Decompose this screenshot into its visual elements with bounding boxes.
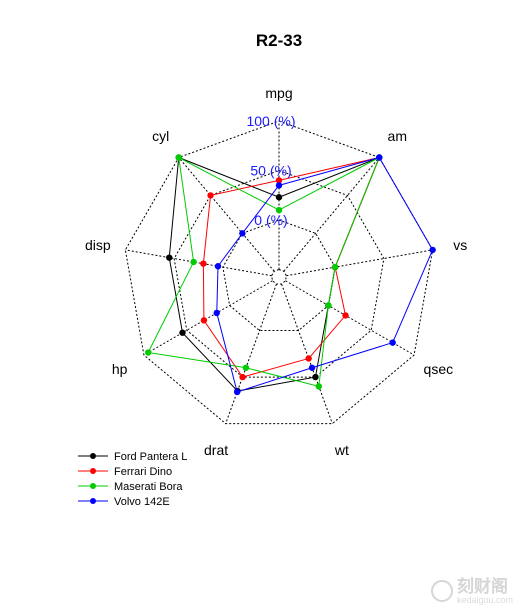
axis-label-disp: disp	[85, 237, 111, 253]
legend-marker-3	[90, 498, 96, 504]
point-mpg	[275, 177, 283, 184]
spoke-qsec	[285, 280, 415, 356]
watermark-main: 刻财阁	[456, 576, 508, 596]
point-cyl	[207, 192, 214, 199]
ring-label-middle: 50 (%)	[250, 163, 291, 179]
point-drat	[233, 388, 241, 396]
spoke-drat	[225, 283, 277, 424]
axis-label-drat: drat	[204, 442, 228, 458]
point-am	[376, 154, 383, 161]
series-line	[202, 156, 381, 378]
axis-labels: mpg am vs qsec wt drat hp disp cyl	[85, 85, 467, 458]
axis-label-vs: vs	[453, 237, 467, 253]
axis-label-am: am	[388, 128, 407, 144]
spoke-disp	[125, 249, 272, 277]
point-hp	[144, 349, 152, 356]
spoke-cyl	[178, 157, 275, 272]
legend-label-2: Maserati Bora	[114, 481, 183, 493]
grid-ring-0	[271, 268, 287, 285]
point-disp	[190, 258, 197, 266]
point-wt	[305, 355, 312, 362]
series-0	[166, 154, 383, 395]
watermark: 刻财阁 kedaigou.com	[430, 576, 513, 605]
ring-label-outer: 100 (%)	[246, 113, 295, 129]
point-mpg	[275, 194, 283, 201]
point-qsec	[325, 302, 332, 309]
legend-label-0: Ford Pantera L	[114, 451, 187, 463]
point-cyl	[239, 230, 246, 237]
ring-label-inner: 0 (%)	[254, 212, 287, 228]
point-wt	[308, 364, 316, 371]
legend-marker-0	[90, 453, 96, 459]
axis-label-hp: hp	[112, 361, 128, 377]
spoke-wt	[281, 283, 333, 424]
point-vs	[429, 246, 436, 254]
point-drat	[242, 364, 250, 371]
point-hp	[179, 329, 186, 336]
legend-label-1: Ferrari Dino	[114, 466, 172, 478]
point-vs	[331, 263, 339, 271]
series-line	[216, 156, 434, 393]
radar-series	[144, 154, 436, 396]
legend-box	[68, 447, 198, 507]
point-drat	[239, 373, 246, 381]
point-cyl	[175, 154, 182, 161]
spoke-hp	[143, 280, 273, 356]
point-mpg	[275, 206, 283, 214]
axis-label-cyl: cyl	[152, 128, 169, 144]
point-qsec	[342, 312, 349, 319]
point-hp	[213, 309, 220, 317]
point-mpg	[275, 182, 283, 189]
point-disp	[166, 254, 173, 261]
axis-label-qsec: qsec	[424, 361, 454, 377]
radar-spokes	[125, 121, 433, 424]
chart-title: R2-33	[256, 31, 302, 50]
spoke-vs	[286, 249, 433, 277]
watermark-sub: kedaigou.com	[456, 594, 513, 605]
point-wt	[315, 383, 323, 390]
axis-label-wt: wt	[334, 442, 349, 458]
series-2	[144, 154, 383, 390]
point-wt	[312, 373, 319, 381]
watermark-logo-icon	[430, 580, 453, 603]
spoke-am	[283, 157, 380, 272]
point-disp	[200, 260, 207, 267]
point-disp	[214, 263, 222, 270]
legend-marker-1	[90, 468, 96, 474]
ring-labels: 0 (%) 50 (%) 100 (%)	[246, 113, 295, 228]
grid-ring-1	[222, 219, 336, 332]
series-line	[168, 156, 381, 392]
point-hp	[200, 317, 208, 324]
grid-ring-2	[173, 169, 385, 378]
point-qsec	[389, 339, 396, 346]
legend-label-3: Volvo 142E	[114, 496, 170, 508]
legend-marker-2	[90, 483, 96, 489]
axis-label-mpg: mpg	[265, 85, 292, 101]
legend: Ford Pantera L Ferrari Dino Maserati Bora V…	[68, 447, 198, 508]
series-1	[200, 154, 383, 381]
series-3	[213, 154, 436, 396]
